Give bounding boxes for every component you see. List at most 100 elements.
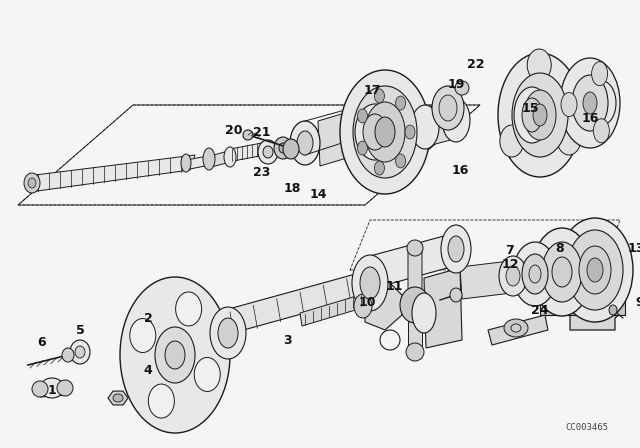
Ellipse shape — [522, 98, 542, 132]
Polygon shape — [424, 268, 462, 348]
Text: 4: 4 — [143, 363, 152, 376]
Ellipse shape — [512, 73, 568, 157]
Ellipse shape — [406, 343, 424, 361]
Polygon shape — [570, 295, 625, 330]
Ellipse shape — [441, 225, 471, 273]
Ellipse shape — [283, 139, 299, 159]
Ellipse shape — [263, 146, 273, 158]
Ellipse shape — [181, 154, 191, 172]
Ellipse shape — [400, 287, 430, 323]
Ellipse shape — [524, 90, 556, 140]
Polygon shape — [460, 260, 520, 299]
Text: 2: 2 — [143, 311, 152, 324]
Ellipse shape — [542, 242, 582, 302]
Ellipse shape — [593, 119, 609, 143]
Ellipse shape — [358, 141, 367, 155]
Ellipse shape — [609, 305, 617, 315]
Text: 10: 10 — [358, 296, 376, 309]
Polygon shape — [40, 381, 65, 397]
Ellipse shape — [514, 87, 550, 143]
Polygon shape — [30, 155, 195, 192]
Ellipse shape — [527, 49, 551, 81]
Ellipse shape — [363, 114, 387, 150]
Ellipse shape — [203, 148, 215, 170]
Ellipse shape — [290, 121, 320, 165]
Polygon shape — [408, 245, 422, 300]
Ellipse shape — [504, 319, 528, 337]
Ellipse shape — [411, 105, 439, 149]
Text: 8: 8 — [556, 241, 564, 254]
Ellipse shape — [375, 117, 395, 147]
Text: 19: 19 — [447, 78, 465, 91]
Ellipse shape — [40, 378, 64, 398]
Text: 21: 21 — [253, 126, 271, 139]
Ellipse shape — [24, 173, 40, 193]
Ellipse shape — [148, 384, 174, 418]
Ellipse shape — [572, 75, 608, 131]
Ellipse shape — [450, 288, 462, 302]
Ellipse shape — [243, 130, 253, 140]
Ellipse shape — [340, 70, 430, 194]
Ellipse shape — [500, 125, 524, 157]
Ellipse shape — [374, 89, 385, 103]
Ellipse shape — [32, 381, 48, 397]
Ellipse shape — [358, 109, 367, 123]
Text: 14: 14 — [309, 189, 327, 202]
Ellipse shape — [396, 154, 406, 168]
Ellipse shape — [396, 96, 406, 110]
Polygon shape — [540, 300, 625, 315]
Ellipse shape — [155, 327, 195, 383]
Polygon shape — [425, 100, 458, 146]
Ellipse shape — [353, 86, 417, 178]
Ellipse shape — [511, 324, 521, 332]
Polygon shape — [408, 310, 422, 350]
Ellipse shape — [224, 147, 236, 167]
Ellipse shape — [297, 131, 313, 155]
Ellipse shape — [557, 123, 581, 155]
Ellipse shape — [130, 319, 156, 353]
Ellipse shape — [455, 81, 469, 95]
Ellipse shape — [587, 258, 603, 282]
Text: 3: 3 — [284, 333, 292, 346]
Ellipse shape — [113, 394, 123, 402]
Text: 5: 5 — [76, 323, 84, 336]
Ellipse shape — [354, 294, 372, 318]
Ellipse shape — [557, 218, 633, 322]
Ellipse shape — [432, 86, 464, 130]
Ellipse shape — [57, 380, 73, 396]
Ellipse shape — [513, 242, 557, 306]
Text: 11: 11 — [385, 280, 403, 293]
Text: 17: 17 — [364, 83, 381, 96]
Text: 9: 9 — [636, 296, 640, 309]
Ellipse shape — [583, 92, 597, 114]
Polygon shape — [370, 233, 458, 288]
Ellipse shape — [405, 125, 415, 139]
Text: 15: 15 — [521, 102, 539, 115]
Ellipse shape — [175, 292, 202, 326]
Text: 24: 24 — [531, 303, 548, 316]
Ellipse shape — [360, 267, 380, 299]
Text: 18: 18 — [284, 181, 301, 194]
Ellipse shape — [533, 104, 547, 126]
Ellipse shape — [448, 236, 464, 262]
Text: 22: 22 — [467, 59, 484, 72]
Ellipse shape — [522, 254, 548, 294]
Ellipse shape — [591, 62, 607, 86]
Text: 16: 16 — [581, 112, 598, 125]
Text: 16: 16 — [451, 164, 468, 177]
Ellipse shape — [355, 104, 395, 160]
Ellipse shape — [274, 137, 292, 159]
Polygon shape — [365, 278, 402, 330]
Ellipse shape — [279, 143, 287, 153]
Text: CC003465: CC003465 — [565, 423, 608, 432]
Ellipse shape — [194, 358, 220, 392]
Ellipse shape — [439, 95, 457, 121]
Ellipse shape — [165, 341, 185, 369]
Ellipse shape — [365, 102, 405, 162]
Polygon shape — [185, 155, 212, 170]
Ellipse shape — [506, 266, 520, 286]
Ellipse shape — [561, 93, 577, 116]
Ellipse shape — [210, 307, 246, 359]
Ellipse shape — [62, 348, 74, 362]
Polygon shape — [488, 315, 548, 345]
